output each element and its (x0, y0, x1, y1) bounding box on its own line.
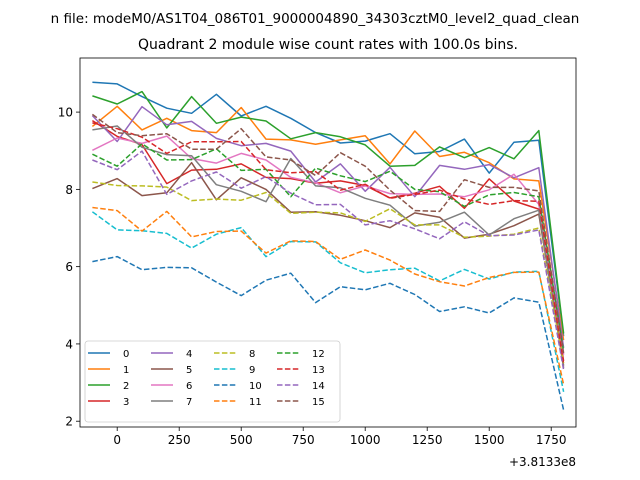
legend-label-13: 13 (312, 365, 325, 376)
legend-label-5: 5 (186, 365, 192, 376)
series-line-3 (91, 119, 565, 362)
y-tick-label: 2 (65, 415, 73, 429)
legend-label-6: 6 (186, 381, 192, 392)
series-line-11 (92, 206, 565, 385)
legend-label-2: 2 (123, 381, 129, 392)
series-line-9 (91, 211, 565, 392)
legend-label-11: 11 (249, 397, 262, 408)
legend-label-0: 0 (123, 349, 129, 360)
legend-label-4: 4 (186, 349, 192, 360)
legend-label-12: 12 (312, 349, 325, 360)
legend-label-1: 1 (123, 365, 129, 376)
series-line-5 (92, 161, 565, 366)
series-line-1 (91, 105, 565, 341)
plot-frame (79, 57, 577, 428)
x-tick-label: 0 (113, 433, 121, 447)
x-tick-label: 1500 (474, 433, 505, 447)
series-line-0 (92, 81, 565, 337)
y-tick-label: 6 (65, 260, 73, 274)
x-tick-label: 1750 (536, 433, 567, 447)
series-layer (91, 81, 565, 411)
legend-label-8: 8 (249, 349, 255, 360)
legend-label-9: 9 (249, 365, 255, 376)
legend-label-14: 14 (312, 381, 325, 392)
x-offset-label: +3.8133e8 (509, 455, 576, 469)
series-line-13 (92, 122, 565, 365)
series-line-7 (92, 125, 565, 369)
legend-box (84, 340, 341, 423)
series-line-8 (92, 181, 565, 364)
series-line-14 (92, 150, 565, 370)
figure-suptitle: n file: modeM0/AS1T04_086T01_9000004890_… (51, 11, 580, 27)
x-tick-label: 500 (230, 433, 253, 447)
legend-label-3: 3 (123, 397, 129, 408)
y-tick-label: 4 (65, 337, 73, 351)
y-tick-label: 8 (65, 183, 73, 197)
series-line-6 (92, 135, 565, 355)
x-tick-label: 750 (292, 433, 315, 447)
y-tick-label: 10 (58, 106, 73, 120)
legend-label-15: 15 (312, 397, 325, 408)
series-line-10 (92, 255, 565, 411)
x-tick-label: 1000 (350, 433, 381, 447)
chart-title: Quadrant 2 module wise count rates with … (138, 37, 518, 53)
x-tick-label: 1250 (412, 433, 443, 447)
series-line-12 (92, 143, 565, 352)
series-line-4 (91, 105, 565, 348)
legend-label-7: 7 (186, 397, 192, 408)
series-line-2 (92, 90, 565, 334)
legend-label-10: 10 (249, 381, 262, 392)
x-tick-label: 250 (168, 433, 191, 447)
